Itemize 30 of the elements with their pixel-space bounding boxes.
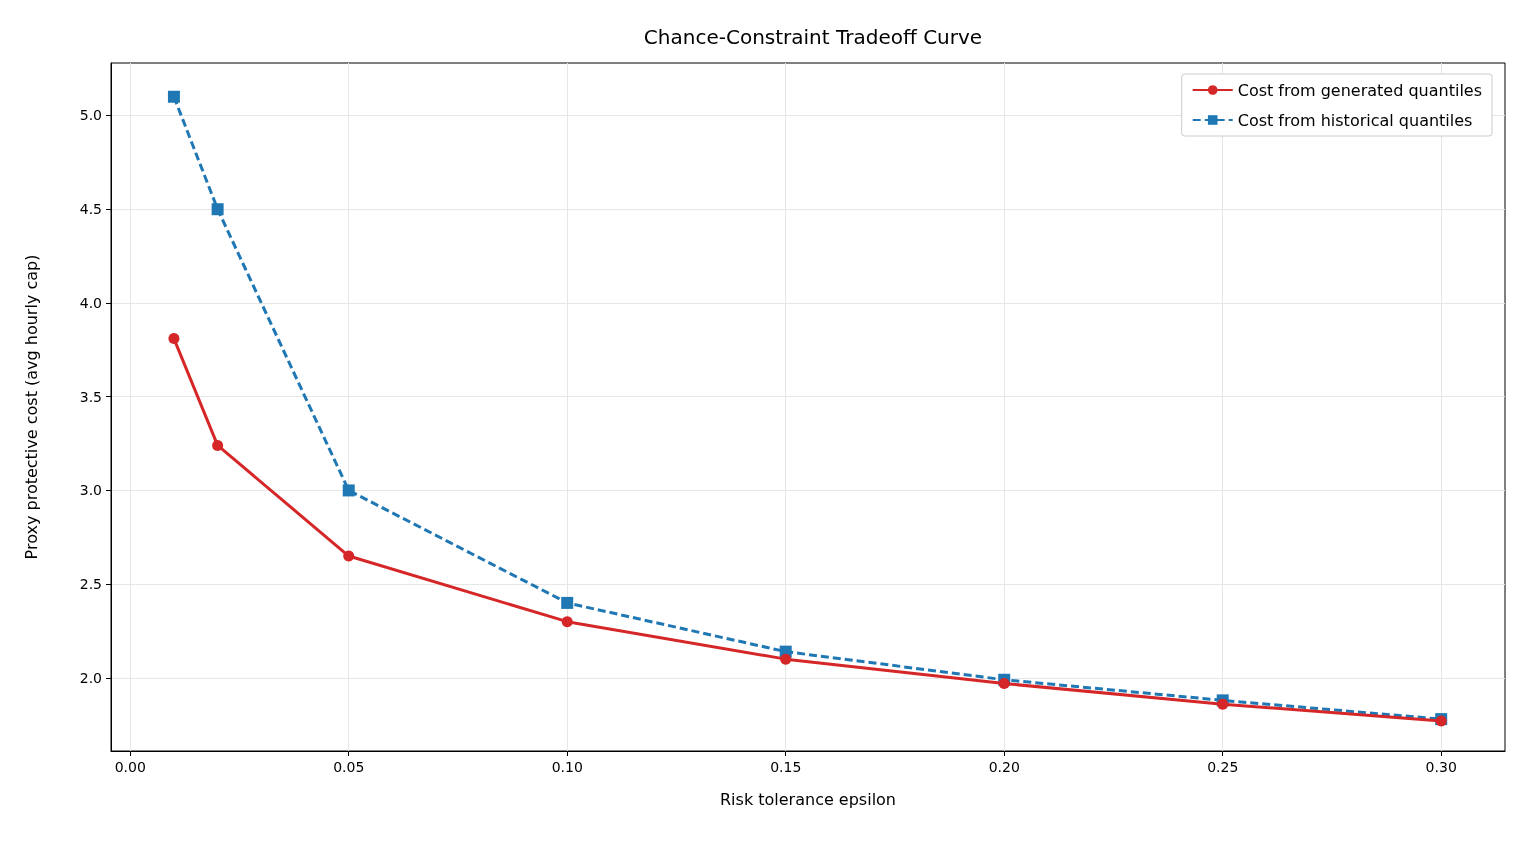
x-axis-title: Risk tolerance epsilon bbox=[719, 789, 897, 809]
x-tick-label: 0.10 bbox=[551, 759, 583, 775]
chart-title: Chance-Constraint Tradeoff Curve bbox=[643, 25, 983, 49]
point bbox=[211, 203, 224, 216]
point bbox=[343, 550, 355, 562]
legend-label: Cost from historical quantiles bbox=[1237, 110, 1473, 130]
y-tick-label: 3.5 bbox=[79, 388, 102, 405]
x-tick-label: 0.30 bbox=[1425, 759, 1457, 775]
y-tick-label: 5.0 bbox=[79, 107, 102, 124]
point bbox=[780, 653, 792, 665]
x-tick-label: 0.00 bbox=[114, 759, 146, 775]
y-tick-label: 3.0 bbox=[79, 482, 102, 499]
y-tick-label: 4.0 bbox=[79, 294, 102, 311]
point bbox=[342, 484, 355, 497]
point bbox=[561, 616, 573, 628]
y-tick-label: 2.5 bbox=[79, 576, 102, 593]
point bbox=[212, 439, 224, 451]
legend-label: Cost from generated quantiles bbox=[1237, 80, 1483, 100]
point bbox=[561, 596, 574, 609]
y-tick-label: 4.5 bbox=[79, 201, 102, 218]
x-tick-label: 0.25 bbox=[1207, 759, 1239, 775]
point bbox=[1217, 698, 1229, 710]
point bbox=[998, 678, 1010, 690]
y-tick-label: 2.0 bbox=[79, 669, 102, 686]
x-tick-label: 0.20 bbox=[988, 759, 1020, 775]
point bbox=[167, 90, 180, 103]
x-tick-label: 0.15 bbox=[770, 759, 802, 775]
x-tick-label: 0.05 bbox=[333, 759, 365, 775]
point bbox=[168, 333, 180, 345]
y-axis-title: Proxy protective cost (avg hourly cap) bbox=[21, 254, 41, 560]
